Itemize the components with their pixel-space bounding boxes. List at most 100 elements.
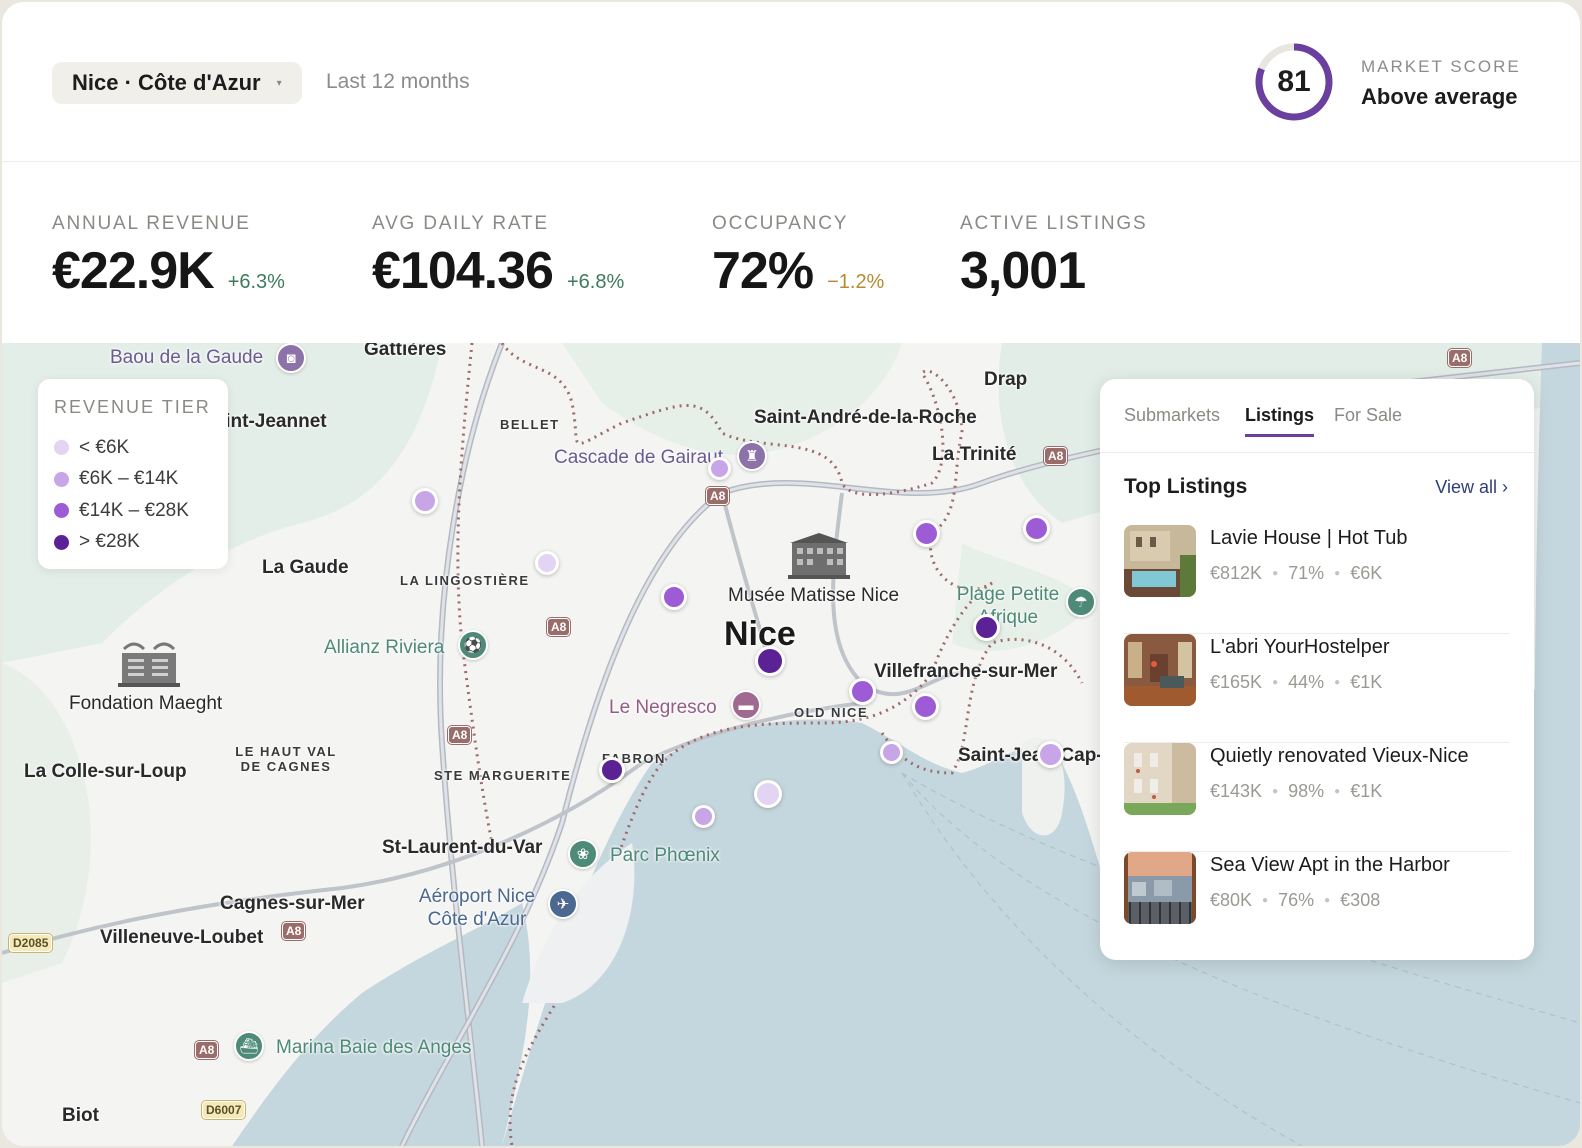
map-label-fondation: Fondation Maeght <box>69 693 223 714</box>
listing-item[interactable]: Quietly renovated Vieux-Nice €143K ● 98%… <box>1124 743 1510 852</box>
listing-thumbnail <box>1124 743 1196 815</box>
road-shield-a8: A8 <box>547 618 571 636</box>
market-selector-label: Nice · Côte d'Azur <box>72 70 261 95</box>
kpi-annual-revenue: ANNUAL REVENUE €22.9K +6.3% <box>52 213 285 301</box>
legend-item-label: €6K – €14K <box>79 468 179 490</box>
dot-separator-icon: ● <box>1324 895 1331 906</box>
market-score-rating: Above average <box>1361 84 1518 109</box>
legend-item[interactable]: €6K – €14K <box>54 464 212 496</box>
legend-item[interactable]: > €28K <box>54 527 212 559</box>
market-score-ring: 81 <box>1254 42 1334 122</box>
legend-item-label: > €28K <box>79 531 140 553</box>
tab-submarkets[interactable]: Submarkets <box>1124 405 1221 425</box>
listing-marker[interactable] <box>755 646 785 676</box>
listing-rate: €308 <box>1340 890 1381 910</box>
beach-icon[interactable]: ☂ <box>1066 587 1096 617</box>
dot-separator-icon: ● <box>1272 677 1279 688</box>
road-shield-a8: A8 <box>706 487 730 505</box>
listing-item[interactable]: Sea View Apt in the Harbor €80K ● 76% ● … <box>1124 852 1510 960</box>
market-selector[interactable]: Nice · Côte d'Azur ▾ <box>52 62 302 104</box>
map-label-la-trinite: La Trinité <box>932 444 1017 465</box>
listing-revenue: €812K <box>1210 563 1263 583</box>
dot-separator-icon: ● <box>1334 677 1341 688</box>
kpi-label: OCCUPANCY <box>712 213 849 234</box>
stadium-icon[interactable]: ⚽ <box>458 630 488 660</box>
listing-name: Quietly renovated Vieux-Nice <box>1210 745 1469 767</box>
listing-thumbnail <box>1124 634 1196 706</box>
map-label-aeroport: Aéroport Nice Côte d'Azur <box>418 886 536 930</box>
listing-rate: €6K <box>1350 563 1383 583</box>
listing-stats: €165K ● 44% ● €1K <box>1210 672 1382 693</box>
kpi-avg-daily-rate: AVG DAILY RATE €104.36 +6.8% <box>372 213 624 301</box>
airplane-icon[interactable]: ✈ <box>548 889 578 919</box>
listing-marker[interactable] <box>1023 515 1050 542</box>
castle-icon[interactable]: ♜ <box>737 441 767 471</box>
map-label-st-laurent: St-Laurent-du-Var <box>382 837 543 858</box>
kpi-value: 72% <box>712 242 814 300</box>
map-label-biot: Biot <box>62 1105 99 1126</box>
listing-marker[interactable] <box>880 741 903 764</box>
listing-marker[interactable] <box>599 757 625 783</box>
listing-name: L'abri YourHostelper <box>1210 636 1390 658</box>
listing-marker[interactable] <box>849 678 876 705</box>
period-label[interactable]: Last 12 months <box>326 70 470 93</box>
listing-marker[interactable] <box>692 805 715 828</box>
listing-marker[interactable] <box>708 457 731 480</box>
map-canvas[interactable]: Baou de la Gaude ◙ Gattières Saint-Jeann… <box>2 343 1580 1146</box>
listing-marker[interactable] <box>973 614 1000 641</box>
panel-title: Top Listings <box>1124 475 1248 498</box>
listing-name: Sea View Apt in the Harbor <box>1210 854 1450 876</box>
map-label-baou: Baou de la Gaude <box>110 347 264 368</box>
listing-marker[interactable] <box>412 488 438 514</box>
road-shield-d6007: D6007 <box>202 1101 246 1119</box>
map-label-old-nice: OLD NICE <box>794 705 869 720</box>
legend-item[interactable]: €14K – €28K <box>54 495 212 527</box>
legend-title: REVENUE TIER <box>54 397 211 417</box>
tab-listings[interactable]: Listings <box>1245 405 1315 437</box>
dot-separator-icon: ● <box>1272 786 1279 797</box>
listing-rate: €1K <box>1350 781 1383 801</box>
camera-icon[interactable]: ◙ <box>276 343 306 373</box>
listings-panel: Submarkets Listings For Sale Top Listing… <box>1100 379 1534 960</box>
listing-stats: €812K ● 71% ● €6K <box>1210 563 1382 584</box>
road-shield-a8: A8 <box>282 922 306 940</box>
map-label-nice: Nice <box>724 615 796 653</box>
paw-icon[interactable]: ❀ <box>568 839 598 869</box>
market-score-label: MARKET SCORE <box>1361 57 1521 76</box>
road-shield-d2085: D2085 <box>9 934 53 952</box>
listing-marker[interactable] <box>912 693 939 720</box>
map-label-allianz: Allianz Riviera <box>324 637 445 658</box>
map-label-drap: Drap <box>984 369 1028 390</box>
boat-icon[interactable]: ⛴ <box>234 1031 264 1061</box>
kpi-value: €22.9K <box>52 242 215 300</box>
map-label-plage: Plage Petite Afrique <box>956 584 1060 628</box>
road-shield-a8: A8 <box>1448 349 1472 367</box>
dot-separator-icon: ● <box>1262 895 1269 906</box>
tier-dot-icon <box>54 503 69 519</box>
listing-item[interactable]: Lavie House | Hot Tub €812K ● 71% ● €6K <box>1124 525 1510 634</box>
map-label-bellet: BELLET <box>500 417 560 432</box>
map-label-gattieres: Gattières <box>364 343 447 360</box>
tier-dot-icon <box>54 440 69 456</box>
listing-marker[interactable] <box>754 780 782 808</box>
kpi-value: 3,001 <box>960 242 1086 300</box>
tab-for-sale[interactable]: For Sale <box>1334 405 1403 425</box>
listing-marker[interactable] <box>661 584 687 610</box>
listing-marker[interactable] <box>913 520 940 547</box>
kpi-delta: −1.2% <box>827 271 885 293</box>
map-label-negresco: Le Negresco <box>609 697 717 718</box>
hotel-icon[interactable]: ▬ <box>731 690 761 720</box>
map-label-cagnes: Cagnes-sur-Mer <box>220 893 365 914</box>
kpi-label: ACTIVE LISTINGS <box>960 213 1148 234</box>
map-label-la-gaude: La Gaude <box>262 557 349 578</box>
listing-marker[interactable] <box>1037 741 1064 768</box>
legend-item[interactable]: < €6K <box>54 432 212 464</box>
listing-item[interactable]: L'abri YourHostelper €165K ● 44% ● €1K <box>1124 634 1510 743</box>
road-shield-a8: A8 <box>448 726 472 744</box>
listing-marker[interactable] <box>535 551 559 575</box>
legend-item-label: €14K – €28K <box>79 499 189 521</box>
kpi-active-listings: ACTIVE LISTINGS 3,001 <box>960 213 1147 301</box>
map-label-la-lingostiere: LA LINGOSTIÈRE <box>400 573 530 588</box>
view-all-link[interactable]: View all › <box>1435 477 1508 497</box>
map-label-marina: Marina Baie des Anges <box>276 1037 472 1058</box>
